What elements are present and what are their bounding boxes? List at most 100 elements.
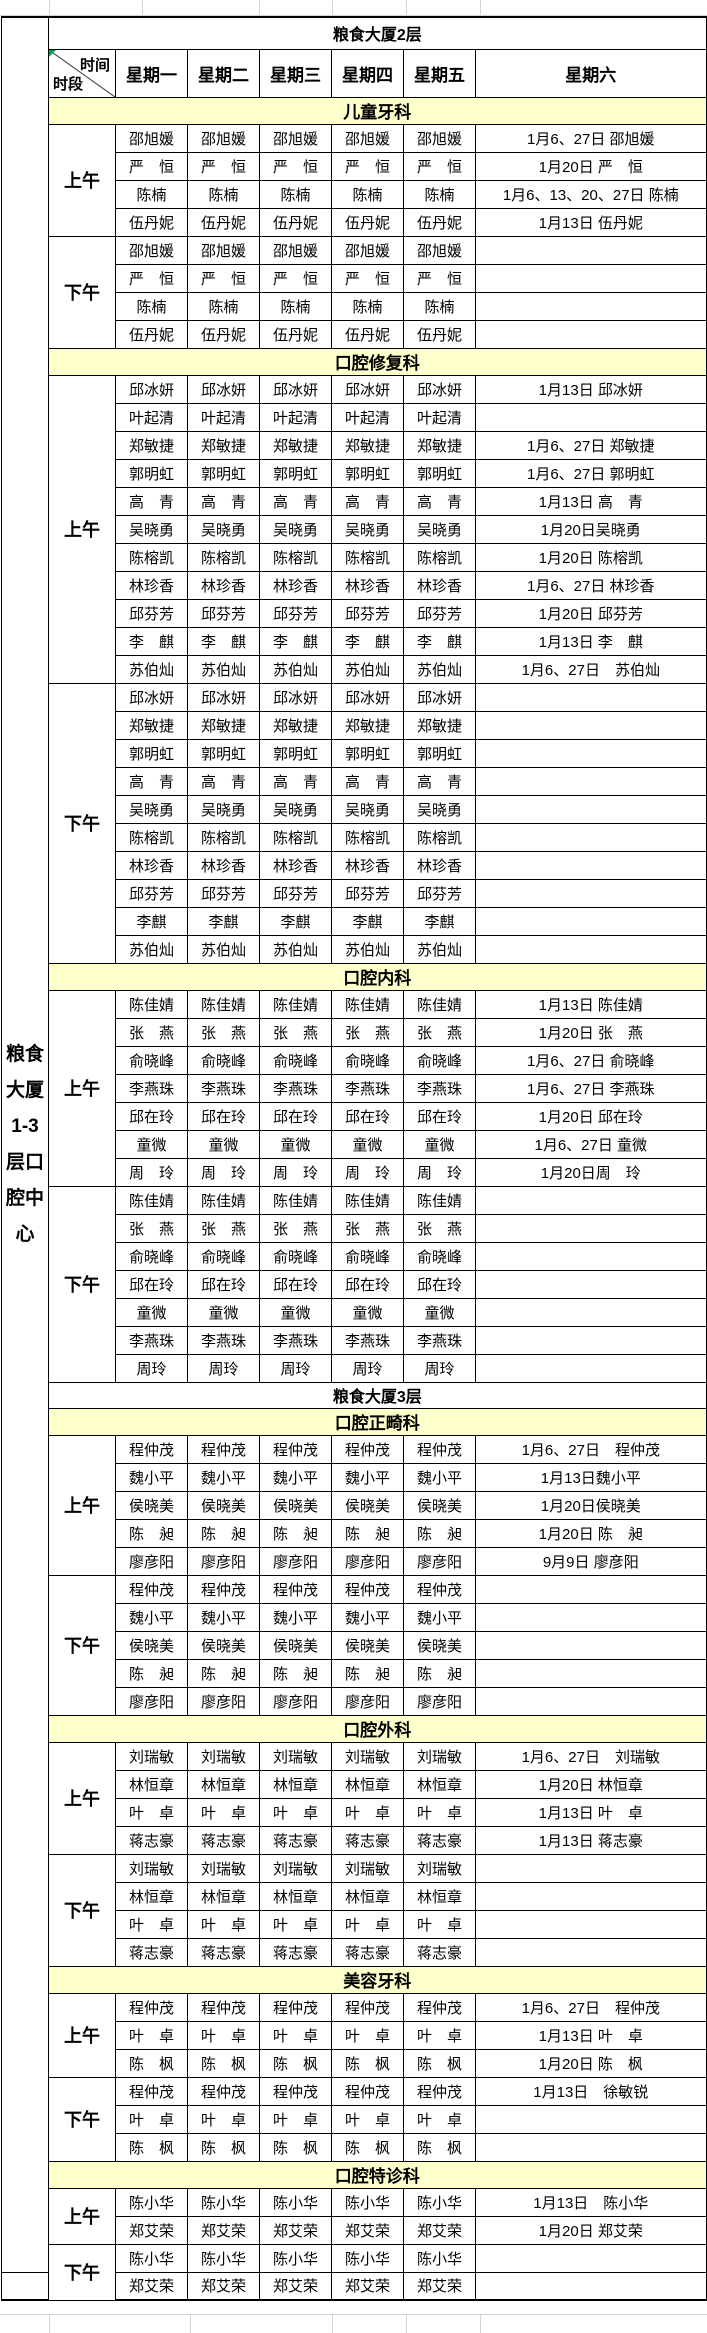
doctor-cell: 张 燕 [259, 1017, 332, 1047]
saturday-cell: 1月6、27日 童微 [474, 1129, 707, 1159]
doctor-cell: 郑敏捷 [331, 430, 404, 460]
doctor-cell: 侯晓美 [403, 1630, 476, 1660]
day-header-6: 星期六 [474, 48, 707, 98]
doctor-cell: 李麒 [259, 906, 332, 936]
doctor-cell: 吴晓勇 [115, 514, 188, 544]
doctor-cell: 吴晓勇 [187, 514, 260, 544]
doctor-cell: 俞晓峰 [187, 1045, 260, 1075]
doctor-cell: 林珍香 [187, 850, 260, 880]
saturday-cell [474, 1937, 707, 1967]
doctor-cell: 李燕珠 [403, 1073, 476, 1103]
doctor-cell: 郑敏捷 [331, 710, 404, 740]
saturday-cell: 1月6、27日 程仲茂 [474, 1434, 707, 1464]
doctor-cell: 周玲 [187, 1353, 260, 1383]
saturday-cell: 1月20日 严 恒 [474, 151, 707, 181]
doctor-cell: 俞晓峰 [403, 1241, 476, 1271]
doctor-cell: 伍丹妮 [331, 207, 404, 237]
doctor-cell: 李燕珠 [259, 1073, 332, 1103]
table-row: 周 玲周 玲周 玲周 玲周 玲 1月20日周 玲 [2, 1157, 707, 1187]
doctor-cell: 邱芬芳 [187, 878, 260, 908]
saturday-cell [474, 1853, 707, 1883]
doctor-cell: 程仲茂 [403, 1992, 476, 2022]
saturday-cell [474, 850, 707, 880]
doctor-cell: 刘瑞敏 [259, 1853, 332, 1883]
doctor-cell: 侯晓美 [187, 1630, 260, 1660]
doctor-cell: 林恒章 [259, 1769, 332, 1799]
doctor-cell: 郭明虹 [115, 738, 188, 768]
sheet-gridline [332, 0, 333, 15]
table-row: 陈楠 陈楠 陈楠 陈楠 陈楠 [2, 291, 707, 321]
sheet-gridline [0, 2314, 707, 2315]
period-label-am: 上午 [48, 989, 116, 1187]
doctor-cell: 魏小平 [259, 1462, 332, 1492]
saturday-cell: 1月20日 邱芬芳 [474, 598, 707, 628]
doctor-cell: 侯晓美 [259, 1490, 332, 1520]
doctor-cell: 邱在玲 [259, 1101, 332, 1131]
doctor-cell: 刘瑞敏 [331, 1853, 404, 1883]
saturday-cell: 1月13日 高 青 [474, 486, 707, 516]
section-title: 口腔正畸科 [47, 1407, 707, 1436]
doctor-cell: 陈榕凯 [115, 822, 188, 852]
doctor-cell: 郑敏捷 [187, 430, 260, 460]
day-header-1: 星期一 [115, 48, 188, 98]
floor-header: 粮食大厦3层 [47, 1381, 707, 1409]
doctor-cell: 程仲茂 [259, 1434, 332, 1464]
doctor-cell: 伍丹妮 [403, 207, 476, 237]
saturday-cell: 1月20日 陈榕凯 [474, 542, 707, 572]
doctor-cell: 程仲茂 [331, 1574, 404, 1604]
doctor-cell: 侯晓美 [331, 1490, 404, 1520]
doctor-cell: 伍丹妮 [115, 207, 188, 237]
doctor-cell: 叶 卓 [115, 2020, 188, 2050]
doctor-cell: 邱芬芳 [403, 878, 476, 908]
table-row: 下午 邵旭媛 邵旭媛 邵旭媛 邵旭媛 邵旭媛 [2, 235, 707, 349]
doctor-cell: 陈小华 [187, 2187, 260, 2217]
doctor-cell: 廖彦阳 [331, 1546, 404, 1576]
doctor-cell: 郑艾荣 [187, 2271, 260, 2301]
saturday-cell [474, 1269, 707, 1299]
doctor-cell: 李燕珠 [115, 1325, 188, 1355]
saturday-cell [474, 2271, 707, 2301]
doctor-cell: 邱在玲 [331, 1101, 404, 1131]
saturday-cell: 1月6、27日 邵旭媛 [474, 123, 707, 153]
doctor-cell: 张 燕 [187, 1213, 260, 1243]
doctor-cell: 林恒章 [115, 1769, 188, 1799]
section-title: 儿童牙科 [47, 96, 707, 125]
doctor-cell: 俞晓峰 [115, 1045, 188, 1075]
doctor-cell: 叶 卓 [259, 2020, 332, 2050]
doctor-cell: 李麒 [403, 906, 476, 936]
corner-label-time: 时间 [79, 56, 110, 74]
building-side-label-cell: 粮食大厦1-3层口腔中心 [1, 16, 49, 2273]
table-row: 魏小平 魏小平 魏小平 魏小平 魏小平 [2, 1602, 707, 1632]
doctor-cell: 苏伯灿 [187, 934, 260, 964]
table-row: 伍丹妮 伍丹妮 伍丹妮 伍丹妮 伍丹妮 1月13日 伍丹妮 [2, 207, 707, 237]
doctor-cell: 陈 昶 [115, 1518, 188, 1548]
table-row: 周玲 周玲 周玲 周玲 周玲 [2, 1353, 707, 1383]
doctor-cell: 蒋志豪 [115, 1825, 188, 1855]
table-row: 蒋志豪 蒋志豪 蒋志豪 蒋志豪 蒋志豪 1月13日 蒋志豪 [2, 1825, 707, 1855]
doctor-cell: 严 恒 [331, 151, 404, 181]
saturday-cell [474, 291, 707, 321]
doctor-cell: 郑艾荣 [403, 2271, 476, 2301]
doctor-cell: 侯晓美 [331, 1630, 404, 1660]
doctor-cell: 叶 卓 [403, 2104, 476, 2134]
saturday-cell [474, 263, 707, 293]
table-row: 陈榕凯 陈榕凯 陈榕凯 陈榕凯 陈榕凯 [2, 822, 707, 852]
doctor-cell: 邱冰妍 [187, 682, 260, 712]
table-row: 上午 邵旭媛 邵旭媛 邵旭媛 邵旭媛 邵旭媛 1月6、27日 邵旭媛 [2, 123, 707, 237]
doctor-cell: 李 麒 [331, 626, 404, 656]
doctor-cell: 郑艾荣 [331, 2271, 404, 2301]
doctor-cell: 侯晓美 [115, 1630, 188, 1660]
doctor-cell: 周玲 [331, 1353, 404, 1383]
saturday-cell: 1月20日吴晓勇 [474, 514, 707, 544]
table-row: 林珍香 林珍香 林珍香 林珍香 林珍香 [2, 850, 707, 880]
saturday-cell: 1月6、27日 苏伯灿 [474, 654, 707, 684]
doctor-cell: 俞晓峰 [331, 1241, 404, 1271]
doctor-cell: 程仲茂 [259, 1574, 332, 1604]
doctor-cell: 苏伯灿 [331, 934, 404, 964]
doctor-cell: 周玲 [259, 1353, 332, 1383]
doctor-cell: 叶 卓 [331, 2020, 404, 2050]
doctor-cell: 蒋志豪 [331, 1937, 404, 1967]
doctor-cell: 严 恒 [331, 263, 404, 293]
table-row: 下午 陈佳婧 陈佳婧 陈佳婧 陈佳婧 陈佳婧 [2, 1185, 707, 1383]
saturday-cell: 1月6、27日 俞晓峰 [474, 1045, 707, 1075]
